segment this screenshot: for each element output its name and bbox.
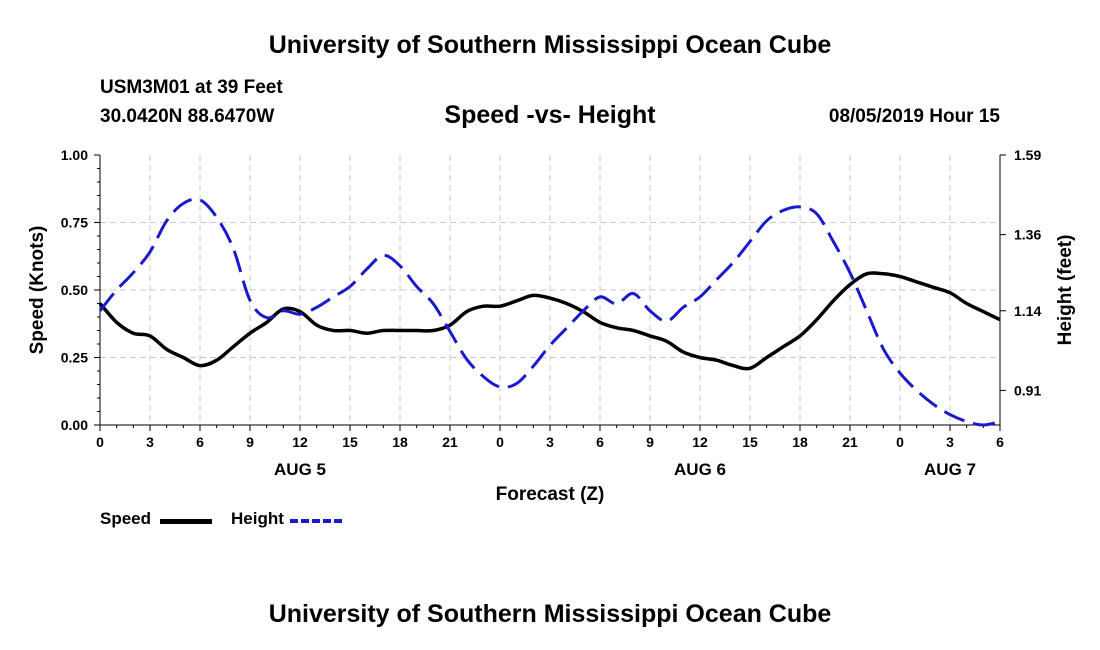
y-right-tick-label: 1.14 bbox=[1014, 303, 1041, 319]
x-tick-label: 9 bbox=[646, 434, 654, 450]
y-right-tick-label: 1.36 bbox=[1014, 227, 1041, 243]
y-right-axis-label: Height (feet) bbox=[1055, 235, 1076, 346]
x-tick-label: 3 bbox=[546, 434, 554, 450]
y-tick-label: 0.00 bbox=[61, 417, 88, 433]
x-tick-label: 6 bbox=[996, 434, 1004, 450]
datetime-label: 08/05/2019 Hour 15 bbox=[828, 106, 1000, 127]
station-label: USM3M01 at 39 Feet bbox=[100, 77, 283, 98]
x-axis-label: Forecast (Z) bbox=[496, 484, 605, 505]
x-tick-label: 0 bbox=[496, 434, 504, 450]
page-title: University of Southern Mississippi Ocean… bbox=[268, 31, 832, 59]
x-tick-label: 15 bbox=[342, 434, 358, 450]
x-tick-label: 18 bbox=[792, 434, 808, 450]
x-tick-label: 6 bbox=[596, 434, 604, 450]
x-tick-label: 15 bbox=[742, 434, 758, 450]
legend-height-swatch bbox=[290, 519, 342, 523]
footer-title: University of Southern Mississippi Ocean… bbox=[268, 600, 832, 628]
chart-title: Speed -vs- Height bbox=[444, 101, 656, 129]
x-tick-label: 0 bbox=[896, 434, 904, 450]
coordinates-label: 30.0420N 88.6470W bbox=[100, 106, 275, 127]
date-label: AUG 5 bbox=[274, 460, 326, 479]
x-tick-label: 12 bbox=[692, 434, 708, 450]
legend-speed-label: Speed bbox=[100, 509, 152, 528]
y-tick-label: 0.75 bbox=[61, 215, 88, 231]
x-tick-label: 3 bbox=[146, 434, 154, 450]
date-label: AUG 6 bbox=[674, 460, 726, 479]
height-series-line bbox=[98, 197, 1001, 427]
speed-series-line bbox=[98, 271, 1001, 371]
x-tick-label: 6 bbox=[196, 434, 204, 450]
legend-height-label: Height bbox=[231, 509, 284, 528]
y-right-tick-label: 1.59 bbox=[1014, 147, 1041, 163]
x-tick-label: 3 bbox=[946, 434, 954, 450]
y-tick-label: 0.25 bbox=[61, 350, 88, 366]
x-tick-label: 9 bbox=[246, 434, 254, 450]
x-tick-label: 18 bbox=[392, 434, 408, 450]
y-axis-label: Speed (Knots) bbox=[27, 226, 48, 355]
y-tick-label: 0.50 bbox=[61, 282, 88, 298]
x-tick-label: 0 bbox=[96, 434, 104, 450]
y-tick-label: 1.00 bbox=[61, 147, 88, 163]
date-label: AUG 7 bbox=[924, 460, 976, 479]
x-tick-label: 12 bbox=[292, 434, 308, 450]
y-right-tick-label: 0.91 bbox=[1014, 382, 1041, 398]
x-tick-label: 21 bbox=[442, 434, 458, 450]
x-tick-label: 21 bbox=[842, 434, 858, 450]
legend-speed-swatch bbox=[160, 519, 212, 524]
